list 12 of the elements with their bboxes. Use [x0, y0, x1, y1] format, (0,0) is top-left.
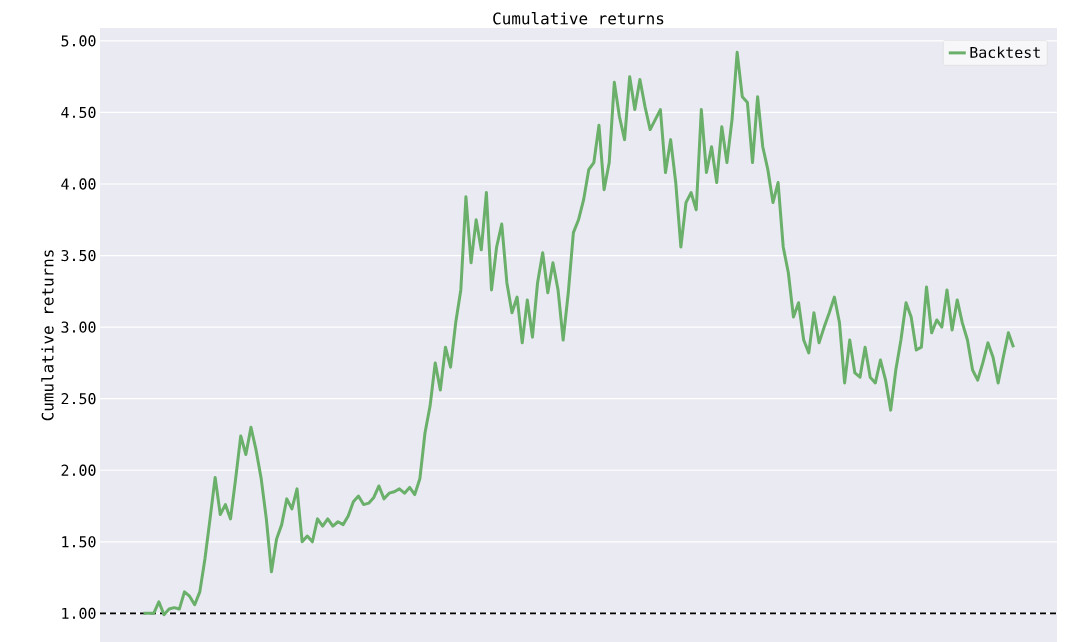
y-tick-label: 4.50: [61, 106, 96, 119]
y-tick-label: 1.00: [62, 607, 96, 620]
y-tick-label: 3.50: [61, 249, 96, 262]
y-tick-label: 4.00: [61, 178, 96, 190]
y-tick-label: 5.00: [61, 35, 96, 47]
y-tick-label: 3.00: [61, 321, 96, 333]
chart-title: Cumulative returns: [493, 12, 664, 25]
y-tick-label: 2.00: [61, 464, 96, 476]
y-tick-label: 2.50: [61, 393, 96, 405]
y-axis-title: Cumulative returns: [41, 250, 54, 421]
y-tick-label: 1.50: [62, 536, 96, 548]
legend-label: Backtest: [970, 46, 1040, 59]
